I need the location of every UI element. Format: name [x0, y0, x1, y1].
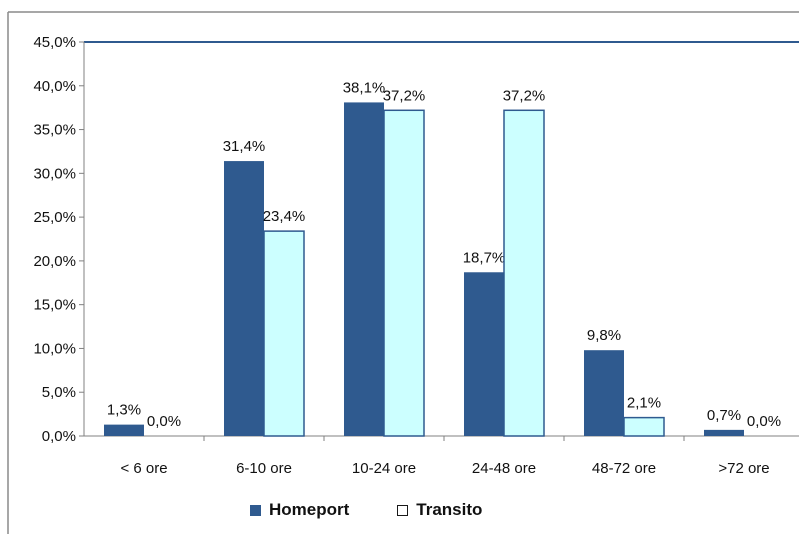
x-tick-label: < 6 ore	[120, 460, 167, 477]
y-tick-label: 30,0%	[33, 165, 76, 182]
bar-transito	[383, 109, 425, 437]
data-label-transito: 0,0%	[747, 413, 781, 430]
bar-homeport	[104, 424, 144, 436]
data-label-homeport: 1,3%	[107, 402, 141, 419]
y-tick-label: 45,0%	[33, 34, 76, 51]
bar-homeport	[704, 429, 744, 436]
y-tick-label: 20,0%	[33, 253, 76, 270]
x-tick-label: 6-10 ore	[236, 460, 292, 477]
data-label-transito: 37,2%	[383, 87, 426, 104]
x-tick-label: 24-48 ore	[472, 460, 536, 477]
legend-swatch-homeport	[250, 504, 261, 516]
x-tick-label: >72 ore	[718, 460, 769, 477]
y-tick-label: 35,0%	[33, 122, 76, 139]
legend-label-transito: Transito	[416, 500, 483, 519]
bar-transito	[263, 230, 305, 437]
legend: Homeport Transito	[250, 500, 482, 520]
y-tick-label: 0,0%	[42, 428, 76, 445]
bar-homeport	[584, 350, 624, 436]
y-tick-label: 40,0%	[33, 78, 76, 95]
data-label-transito: 0,0%	[147, 413, 181, 430]
legend-label-homeport: Homeport	[269, 500, 350, 519]
legend-swatch-transito	[397, 504, 409, 516]
data-label-transito: 37,2%	[503, 87, 546, 104]
legend-item-homeport: Homeport	[250, 500, 349, 520]
data-label-homeport: 0,7%	[707, 407, 741, 424]
y-tick-label: 5,0%	[42, 384, 76, 401]
data-label-transito: 2,1%	[627, 395, 661, 412]
data-label-homeport: 9,8%	[587, 327, 621, 344]
y-tick-label: 15,0%	[33, 297, 76, 314]
legend-item-transito: Transito	[397, 500, 482, 520]
bar-transito	[503, 109, 545, 437]
bar-homeport	[344, 102, 384, 436]
bar-homeport	[464, 272, 504, 436]
data-label-homeport: 38,1%	[343, 79, 386, 96]
x-tick-label: 48-72 ore	[592, 460, 656, 477]
y-tick-label: 10,0%	[33, 340, 76, 357]
y-tick-label: 25,0%	[33, 209, 76, 226]
x-tick-label: 10-24 ore	[352, 460, 416, 477]
data-label-transito: 23,4%	[263, 208, 306, 225]
data-label-homeport: 31,4%	[223, 138, 266, 155]
bar-transito	[623, 416, 665, 437]
bar-homeport	[224, 161, 264, 436]
data-label-homeport: 18,7%	[463, 249, 506, 266]
